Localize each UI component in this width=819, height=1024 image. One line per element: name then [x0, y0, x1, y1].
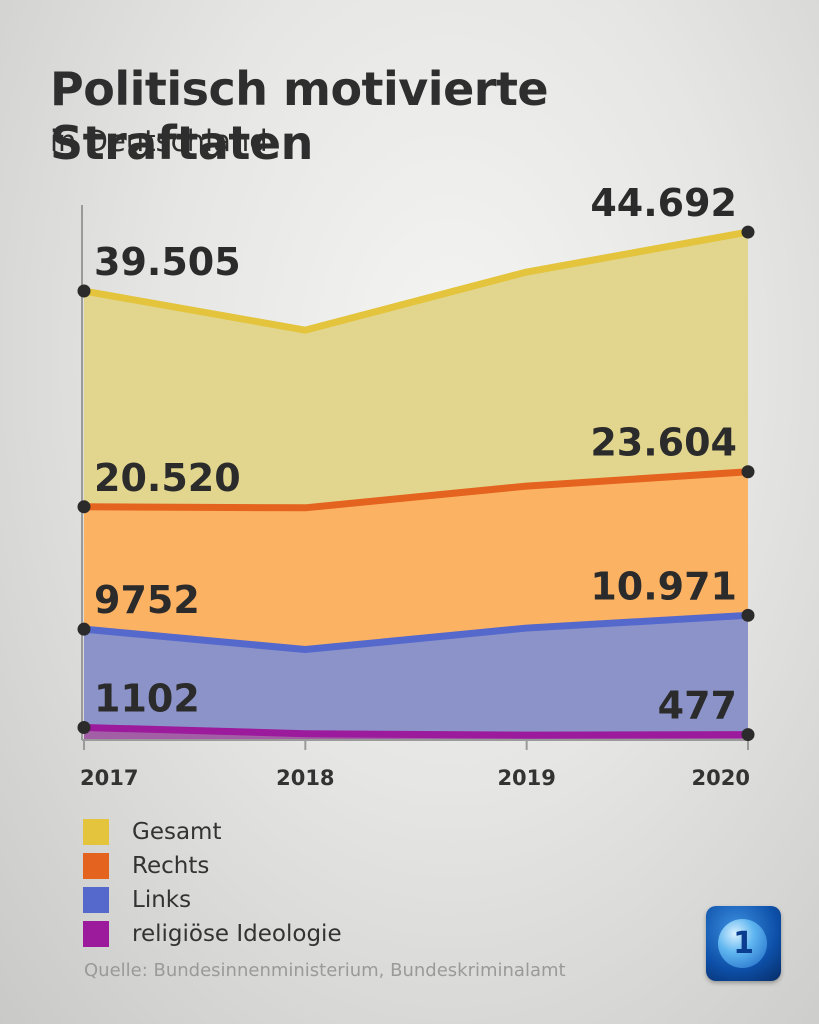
legend-label-religioese-ideologie: religiöse Ideologie: [132, 921, 342, 947]
legend-label-rechts: Rechts: [132, 853, 210, 879]
data-label-links-2017: 9752: [94, 578, 200, 622]
point-links-2020: [741, 608, 755, 622]
point-rechts-2020: [741, 465, 755, 479]
legend-swatch-religioese-ideologie: [83, 921, 109, 947]
legend-label-links: Links: [132, 887, 192, 913]
logo-one-glyph: 1: [733, 926, 754, 961]
globe-icon: [718, 919, 767, 968]
source-note: Quelle: Bundesinnenministerium, Bundeskr…: [84, 960, 566, 981]
legend-item-gesamt: Gesamt: [83, 815, 342, 849]
legend: Gesamt Rechts Links religiöse Ideologie: [83, 815, 342, 951]
point-religioese-ideologie-2017: [77, 720, 91, 734]
line-gesamt: [83, 228, 749, 334]
legend-item-links: Links: [83, 883, 342, 917]
data-label-gesamt-2020: 44.692: [590, 181, 737, 225]
data-label-religioese-ideologie-2020: 477: [658, 684, 737, 728]
legend-swatch-gesamt: [83, 819, 109, 845]
area-chart: 2017 2018 2019 2020 39.505 44.692 20.520 23.604…: [77, 181, 755, 790]
x-tick-label-2019: 2019: [497, 766, 555, 790]
point-religioese-ideologie-2020: [741, 728, 755, 742]
legend-item-religioese-ideologie: religiöse Ideologie: [83, 917, 342, 951]
data-label-religioese-ideologie-2017: 1102: [94, 676, 200, 720]
data-label-gesamt-2017: 39.505: [94, 240, 241, 284]
point-links-2017: [77, 622, 91, 636]
x-tick-label-2020: 2020: [692, 766, 750, 790]
chart-title: Politisch motivierte Straftaten: [50, 62, 549, 170]
legend-swatch-rechts: [83, 853, 109, 879]
chart-subtitle: in Deutschland: [50, 124, 268, 158]
tagesschau-logo-icon: 1: [706, 906, 781, 981]
x-tick-label-2017: 2017: [80, 766, 138, 790]
point-rechts-2017: [77, 500, 91, 514]
point-gesamt-2017: [77, 284, 91, 298]
legend-item-rechts: Rechts: [83, 849, 342, 883]
line-religioese-ideologie: [83, 723, 749, 739]
x-tick-label-2018: 2018: [276, 766, 334, 790]
line-links: [83, 611, 749, 654]
legend-label-gesamt: Gesamt: [132, 819, 222, 845]
data-label-rechts-2020: 23.604: [590, 421, 737, 465]
line-rechts: [83, 468, 749, 512]
data-label-rechts-2017: 20.520: [94, 456, 241, 500]
data-label-links-2020: 10.971: [590, 564, 737, 608]
legend-swatch-links: [83, 887, 109, 913]
point-gesamt-2020: [741, 225, 755, 239]
